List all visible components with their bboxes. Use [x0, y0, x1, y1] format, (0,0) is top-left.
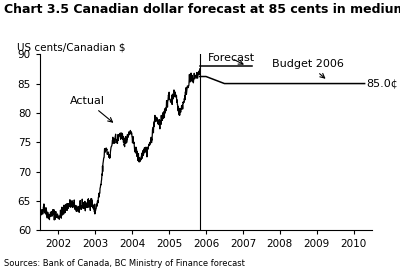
- Text: Forecast: Forecast: [208, 53, 255, 64]
- Text: Budget 2006: Budget 2006: [272, 59, 344, 78]
- Text: Actual: Actual: [70, 96, 112, 122]
- Text: US cents/Canadian $: US cents/Canadian $: [17, 43, 125, 52]
- Text: Sources: Bank of Canada, BC Ministry of Finance forecast: Sources: Bank of Canada, BC Ministry of …: [4, 259, 245, 268]
- Text: 85.0¢: 85.0¢: [366, 79, 398, 89]
- Text: Chart 3.5 Canadian dollar forecast at 85 cents in medium term: Chart 3.5 Canadian dollar forecast at 85…: [4, 3, 400, 16]
